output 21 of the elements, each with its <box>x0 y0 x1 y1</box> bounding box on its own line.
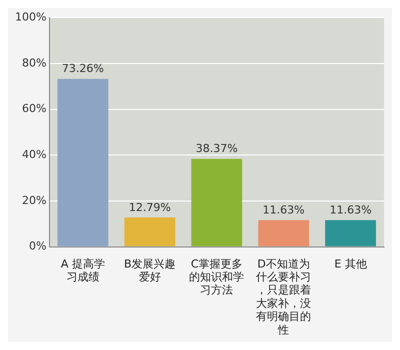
x-tick-label: C掌握更多的知识和学习方法 <box>189 257 244 297</box>
bar <box>191 158 242 246</box>
x-tick-label: E 其他 <box>334 257 367 270</box>
data-label: 38.37% <box>196 142 238 156</box>
x-tick-label: D不知道为什么要补习，只是跟着大家补，没有明确目的性 <box>256 257 312 336</box>
data-label: 11.63% <box>262 204 305 217</box>
y-tick-label: 60% <box>22 102 46 116</box>
data-label: 12.79% <box>128 200 171 214</box>
x-tick-label: A 提高学习成绩 <box>60 257 105 284</box>
bar <box>258 220 310 246</box>
y-tick-label: 100% <box>14 10 46 24</box>
y-tick-label: 80% <box>22 56 46 70</box>
y-tick-label: 40% <box>22 148 46 161</box>
data-label: 11.63% <box>330 204 372 217</box>
data-label: 73.26% <box>62 62 104 76</box>
y-tick-label: 0% <box>28 240 46 253</box>
bar <box>325 220 376 246</box>
x-tick-label: B发展兴趣爱好 <box>124 257 176 284</box>
bar <box>124 217 176 246</box>
y-tick-label: 20% <box>22 194 46 207</box>
bar <box>57 78 108 246</box>
